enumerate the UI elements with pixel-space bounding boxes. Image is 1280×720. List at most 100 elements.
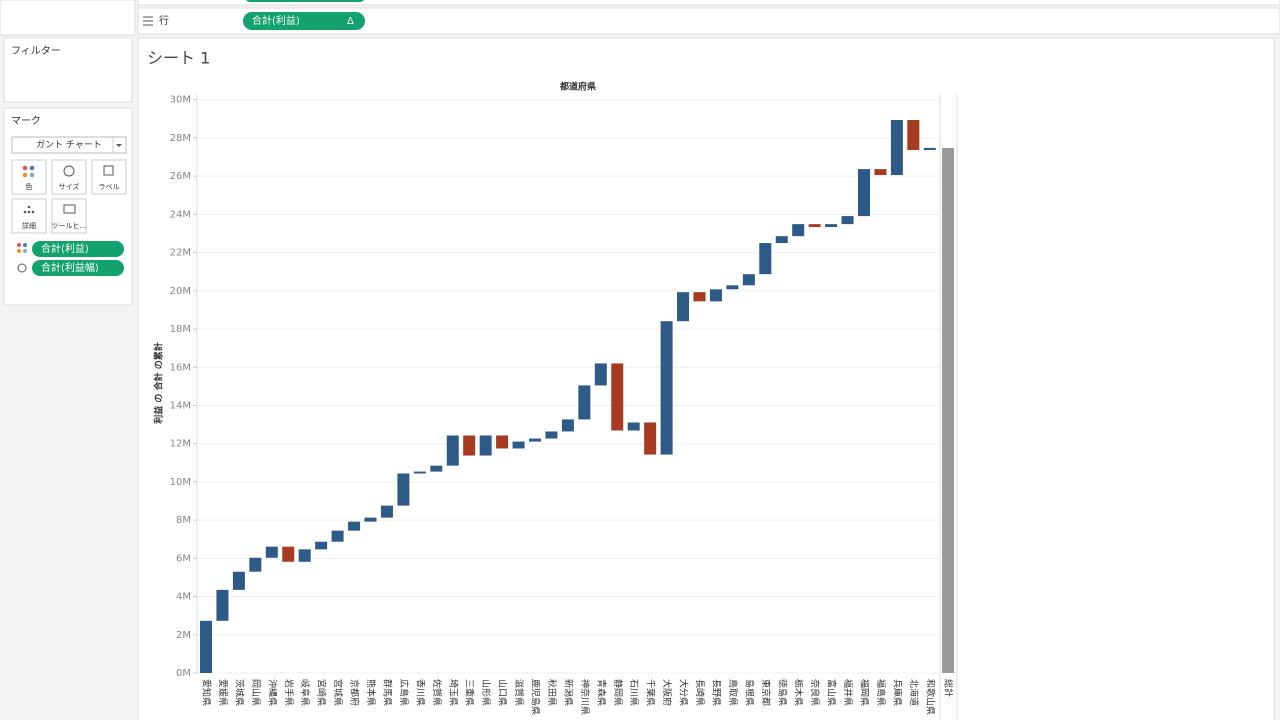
- x-tick-label: 岐阜県: [299, 679, 311, 706]
- y-tick-label: 0M: [176, 668, 191, 679]
- x-tick-label: 東京都: [760, 679, 772, 706]
- mark-pill-text: 合計(利益幅): [41, 261, 99, 274]
- x-tick-label: 奈良県: [809, 679, 821, 706]
- shelf-corner: [0, 0, 136, 36]
- y-tick-label: 14M: [170, 400, 191, 411]
- increase-bar: [742, 274, 755, 286]
- y-tick-label: 24M: [170, 209, 191, 220]
- filters-title: フィルター: [11, 45, 61, 57]
- increase-bar: [841, 216, 854, 225]
- y-tick-label: 18M: [170, 324, 191, 335]
- detail-button[interactable]: [11, 198, 47, 234]
- mark-button-label: サイズ: [59, 182, 80, 191]
- mark-button-label: ラベル: [99, 183, 120, 191]
- increase-bar: [709, 289, 722, 302]
- y-tick-label: 2M: [176, 630, 191, 641]
- x-tick-label: 富山県: [826, 679, 838, 706]
- x-tick-label: 栃木県: [793, 679, 805, 706]
- y-tick-label: 20M: [170, 286, 191, 297]
- label-icon: [103, 165, 114, 176]
- mark-button-label: 詳細: [22, 221, 36, 230]
- rows-icon: [143, 16, 153, 26]
- increase-bar: [825, 224, 838, 227]
- x-tick-label: 鳥取県: [727, 679, 739, 706]
- size-button[interactable]: [51, 159, 87, 195]
- x-tick-label: 愛知県: [201, 679, 213, 706]
- y-tick-label: 10M: [170, 477, 191, 488]
- increase-bar: [545, 431, 558, 439]
- y-tick-label: 4M: [176, 592, 191, 603]
- sheet-area: [137, 37, 1275, 720]
- increase-bar: [578, 385, 591, 420]
- decrease-bar: [611, 363, 624, 431]
- y-tick-label: 30M: [170, 95, 191, 106]
- increase-bar: [446, 435, 459, 466]
- rows-pill-icon: Δ: [347, 16, 354, 27]
- marks-title: マーク: [11, 115, 41, 127]
- y-tick-label: 8M: [176, 515, 191, 526]
- increase-bar: [413, 471, 426, 474]
- increase-bar: [759, 243, 772, 275]
- increase-bar: [397, 473, 410, 506]
- increase-bar: [923, 147, 936, 150]
- increase-bar: [726, 285, 739, 290]
- x-tick-label: 秋田県: [546, 679, 558, 706]
- increase-bar: [858, 169, 870, 217]
- color-button[interactable]: [11, 159, 47, 195]
- mark-type-text: ガント チャート: [36, 140, 102, 151]
- dropdown-arrow: [116, 144, 122, 147]
- y-tick-label: 26M: [170, 171, 191, 182]
- increase-bar: [348, 521, 361, 531]
- increase-bar: [331, 530, 344, 542]
- total-label: 総計: [943, 679, 955, 697]
- increase-bar: [249, 557, 262, 572]
- color-icon: [22, 165, 35, 178]
- increase-bar: [232, 571, 245, 590]
- x-tick-label: 静岡県: [612, 679, 624, 706]
- increase-bar: [677, 292, 690, 322]
- x-tick-label: 広島県: [398, 679, 410, 706]
- decrease-bar: [463, 435, 476, 456]
- increase-bar: [364, 517, 377, 522]
- increase-bar: [380, 505, 393, 518]
- increase-bar: [792, 224, 805, 237]
- x-tick-label: 大分県: [678, 679, 690, 706]
- increase-bar: [627, 422, 640, 431]
- x-tick-label: 佐賀県: [431, 679, 443, 706]
- increase-bar: [479, 435, 492, 456]
- x-tick-label: 山口県: [497, 679, 508, 706]
- pill-icons: [17, 243, 27, 273]
- x-tick-label: 宮崎県: [316, 679, 328, 706]
- mark-button-label: ツールヒ…: [52, 222, 87, 230]
- filters-card: [3, 37, 133, 103]
- size-pill[interactable]: [32, 260, 124, 276]
- mark-type-dropdown[interactable]: [11, 136, 127, 154]
- columns-shelf: [137, 0, 1280, 6]
- decrease-bar: [496, 435, 509, 449]
- increase-bar: [315, 541, 328, 550]
- x-tick-label: 島根県: [743, 679, 755, 706]
- increase-bar: [890, 119, 903, 176]
- increase-bar: [775, 236, 788, 244]
- increase-bar: [298, 549, 311, 562]
- x-tick-label: 山形県: [480, 679, 492, 706]
- increase-bar: [430, 465, 443, 472]
- decrease-bar: [874, 169, 887, 176]
- increase-bar: [594, 363, 607, 386]
- x-tick-label: 茨城県: [233, 679, 245, 706]
- x-tick-label: 神奈川県: [579, 679, 591, 715]
- color-pill[interactable]: [32, 241, 124, 257]
- rows-label: 行: [159, 14, 169, 27]
- x-tick-label: 滋賀県: [513, 679, 525, 706]
- x-tick-label: 福島県: [875, 679, 887, 706]
- increase-bar: [512, 441, 525, 449]
- columns-pill[interactable]: [245, 0, 365, 2]
- x-tick-label: 沖縄県: [266, 679, 278, 706]
- detail-icon: [23, 205, 35, 214]
- rows-pill-text: 合計(利益): [252, 14, 300, 27]
- x-tick-label: 鹿児島県: [530, 679, 542, 715]
- rows-pill[interactable]: [243, 12, 365, 30]
- tooltip-icon: [63, 204, 76, 214]
